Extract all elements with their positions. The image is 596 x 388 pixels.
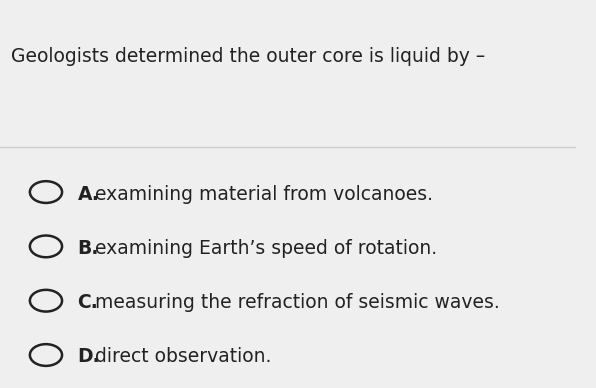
Text: B.: B. [77, 239, 99, 258]
Text: direct observation.: direct observation. [89, 348, 271, 366]
Text: C.: C. [77, 293, 98, 312]
Text: examining Earth’s speed of rotation.: examining Earth’s speed of rotation. [89, 239, 437, 258]
Text: D.: D. [77, 348, 100, 366]
Text: A.: A. [77, 185, 100, 203]
Text: Geologists determined the outer core is liquid by –: Geologists determined the outer core is … [11, 47, 486, 66]
Text: examining material from volcanoes.: examining material from volcanoes. [89, 185, 433, 203]
Text: measuring the refraction of seismic waves.: measuring the refraction of seismic wave… [89, 293, 500, 312]
